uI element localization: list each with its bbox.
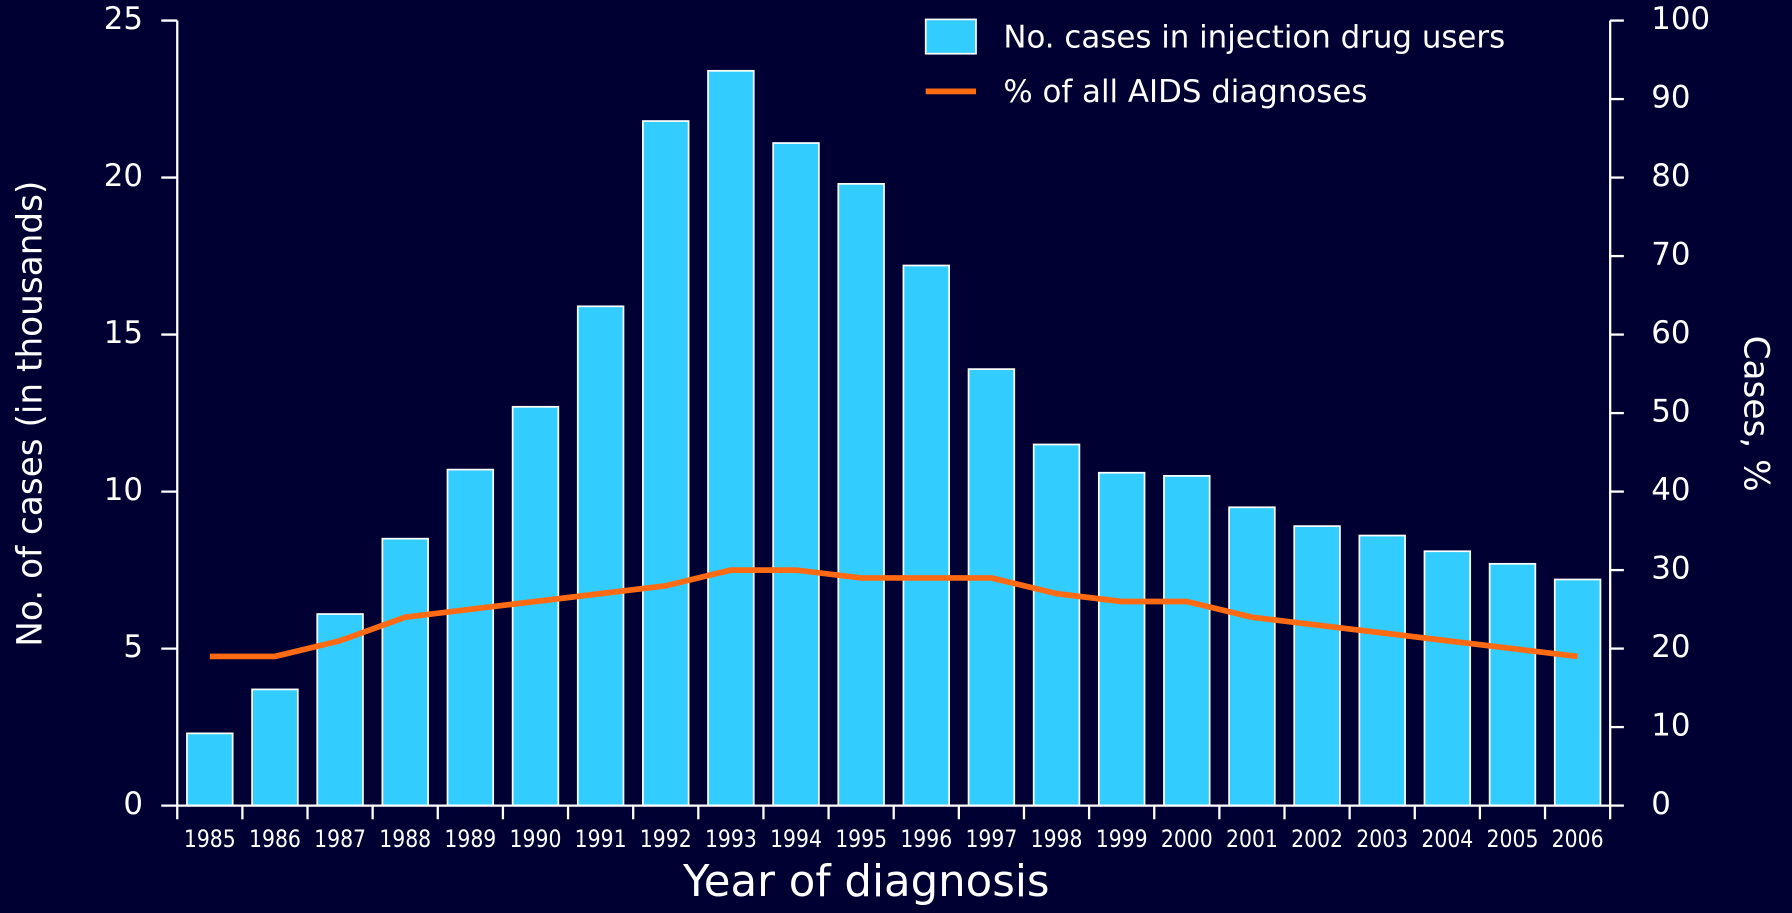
legend-swatch (924, 18, 977, 55)
bar (1358, 534, 1406, 807)
bar (967, 368, 1016, 807)
bar (251, 688, 299, 807)
y2-tick-label: 50 (1651, 394, 1690, 430)
y-tick-label: 20 (104, 158, 143, 194)
x-tick-label: 1995 (835, 825, 887, 853)
y2-tick-label: 100 (1651, 1, 1710, 37)
x-tick-label: 1988 (379, 825, 431, 853)
bar (1293, 525, 1341, 807)
bar (837, 182, 885, 807)
legend-label: No. cases in injection drug users (1003, 19, 1505, 55)
bar (576, 305, 625, 807)
x-tick-label: 1993 (705, 825, 757, 853)
x-tick-label: 1991 (575, 825, 627, 853)
bar (772, 142, 820, 807)
y2-axis-label: Cases, % (1736, 336, 1776, 492)
y2-tick-label: 0 (1651, 786, 1671, 822)
bar (707, 69, 755, 807)
y-tick-label: 5 (123, 629, 143, 665)
bar (1032, 443, 1081, 807)
x-tick-label: 1990 (510, 825, 562, 853)
x-tick-label: 1989 (444, 825, 496, 853)
x-tick-label: 2003 (1356, 825, 1408, 853)
x-tick-label: 2006 (1552, 825, 1604, 853)
bar (446, 468, 495, 807)
y2-tick-label: 60 (1651, 315, 1690, 351)
x-tick-label: 2004 (1421, 825, 1473, 853)
y2-tick-label: 90 (1651, 80, 1690, 116)
bar (381, 537, 429, 807)
x-tick-label: 1985 (184, 825, 236, 853)
bar (1163, 475, 1211, 807)
y2-tick-label: 10 (1651, 708, 1690, 744)
x-tick-label: 1994 (770, 825, 822, 853)
y2-tick-label: 20 (1651, 629, 1690, 665)
x-tick-label: 1998 (1031, 825, 1083, 853)
y-tick-label: 25 (104, 1, 143, 37)
x-tick-label: 1999 (1096, 825, 1148, 853)
bar (1423, 550, 1472, 807)
y-tick-label: 15 (104, 315, 143, 351)
bar (902, 264, 950, 807)
bar (1228, 506, 1276, 807)
legend-label: % of all AIDS diagnoses (1003, 74, 1367, 110)
x-tick-label: 2005 (1487, 825, 1539, 853)
x-tick-label: 1997 (965, 825, 1017, 853)
x-tick-label: 2001 (1226, 825, 1278, 853)
y2-tick-label: 70 (1651, 237, 1690, 273)
bar (186, 732, 234, 807)
y2-tick-label: 30 (1651, 551, 1690, 587)
y-axis-label: No. of cases (in thousands) (11, 181, 51, 647)
bar (1488, 562, 1537, 807)
y-tick-label: 0 (123, 786, 143, 822)
x-tick-label: 1996 (900, 825, 952, 853)
bar (1097, 471, 1146, 807)
bar (1553, 578, 1602, 807)
y-tick-label: 10 (104, 472, 143, 508)
x-tick-label: 1992 (640, 825, 692, 853)
x-tick-label: 1987 (314, 825, 366, 853)
y2-tick-label: 80 (1651, 158, 1690, 194)
bar (642, 120, 690, 807)
x-axis-label: Year of diagnosis (682, 857, 1049, 907)
x-tick-label: 1986 (249, 825, 301, 853)
x-tick-label: 2002 (1291, 825, 1343, 853)
x-tick-label: 2000 (1161, 825, 1213, 853)
y2-tick-label: 40 (1651, 472, 1690, 508)
line (209, 567, 1578, 660)
